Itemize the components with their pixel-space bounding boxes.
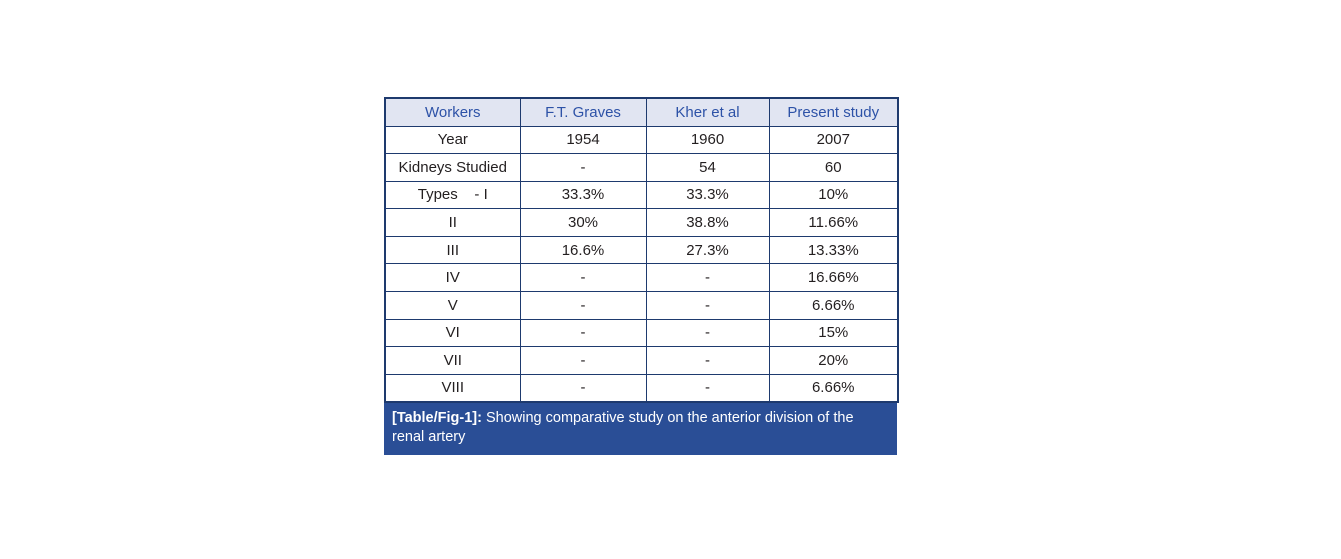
cell-value: 11.66%	[768, 208, 899, 237]
table-row: IV - - 16.66%	[384, 263, 899, 293]
table-row: Kidneys Studied - 54 60	[384, 153, 899, 182]
table-figure: Workers F.T. Graves Kher et al Present s…	[384, 97, 899, 455]
cell-value: -	[519, 263, 647, 293]
cell-value: 38.8%	[645, 208, 770, 237]
cell-value: 1954	[519, 125, 647, 155]
caption-figure-label: [Table/Fig-1]:	[392, 409, 482, 426]
row-label: IV	[384, 263, 521, 293]
cell-value: 6.66%	[768, 373, 899, 403]
table-row: V - - 6.66%	[384, 291, 899, 320]
table-row: VII - - 20%	[384, 346, 899, 375]
comparative-study-table: Workers F.T. Graves Kher et al Present s…	[384, 97, 899, 403]
cell-value: -	[519, 153, 647, 182]
column-header-workers: Workers	[384, 97, 521, 127]
cell-value: -	[645, 318, 770, 348]
cell-value: -	[519, 346, 647, 375]
cell-value: -	[645, 291, 770, 320]
cell-value: 2007	[768, 125, 899, 155]
row-label: Kidneys Studied	[384, 153, 521, 182]
cell-value: 60	[768, 153, 899, 182]
table-header-row: Workers F.T. Graves Kher et al Present s…	[384, 97, 899, 127]
cell-value: 33.3%	[645, 180, 770, 210]
row-label: V	[384, 291, 521, 320]
table-row: VI - - 15%	[384, 318, 899, 348]
column-header-kher-et-al: Kher et al	[645, 97, 770, 127]
cell-value: 15%	[768, 318, 899, 348]
cell-value: 10%	[768, 180, 899, 210]
cell-value: -	[645, 346, 770, 375]
row-label: Types - I	[384, 180, 521, 210]
table-row: VIII - - 6.66%	[384, 373, 899, 403]
row-label: Year	[384, 125, 521, 155]
row-label: III	[384, 235, 521, 265]
cell-value: 30%	[519, 208, 647, 237]
cell-value: 20%	[768, 346, 899, 375]
column-header-ft-graves: F.T. Graves	[519, 97, 647, 127]
column-header-present-study: Present study	[768, 97, 899, 127]
cell-value: -	[519, 291, 647, 320]
cell-value: -	[645, 373, 770, 403]
cell-value: 27.3%	[645, 235, 770, 265]
row-label: VI	[384, 318, 521, 348]
row-label: VIII	[384, 373, 521, 403]
cell-value: -	[519, 318, 647, 348]
cell-value: -	[645, 263, 770, 293]
cell-value: -	[519, 373, 647, 403]
caption-text: Showing comparative study on the anterio…	[392, 409, 854, 446]
cell-value: 13.33%	[768, 235, 899, 265]
cell-value: 16.6%	[519, 235, 647, 265]
table-caption: [Table/Fig-1]: Showing comparative study…	[384, 402, 897, 455]
row-label: VII	[384, 346, 521, 375]
table-row: Types - I 33.3% 33.3% 10%	[384, 180, 899, 210]
cell-value: 33.3%	[519, 180, 647, 210]
row-label: II	[384, 208, 521, 237]
cell-value: 6.66%	[768, 291, 899, 320]
cell-value: 54	[645, 153, 770, 182]
table-row: III 16.6% 27.3% 13.33%	[384, 235, 899, 265]
cell-value: 1960	[645, 125, 770, 155]
table-row: Year 1954 1960 2007	[384, 125, 899, 155]
cell-value: 16.66%	[768, 263, 899, 293]
table-row: II 30% 38.8% 11.66%	[384, 208, 899, 237]
